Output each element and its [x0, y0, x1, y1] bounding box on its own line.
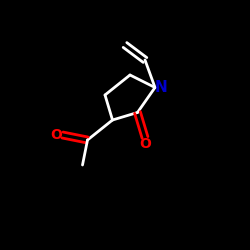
Text: N: N	[155, 80, 168, 95]
Text: O: O	[50, 128, 62, 142]
Text: O: O	[139, 137, 151, 151]
